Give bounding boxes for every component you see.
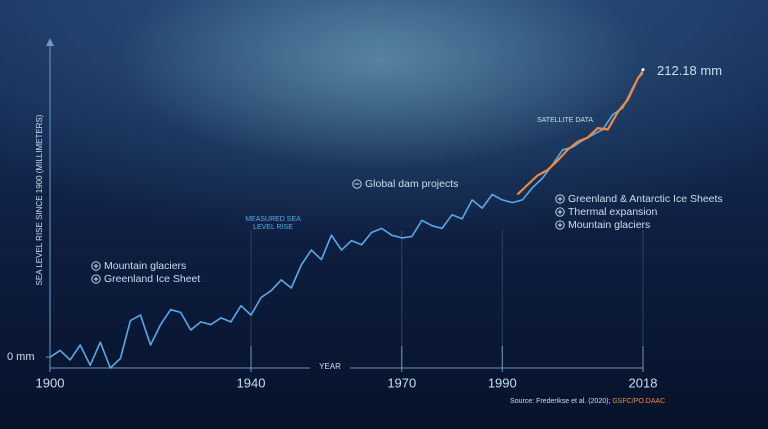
annotation-icon [555,220,565,230]
annotation-icon [91,274,101,284]
y-axis-arrow [46,38,54,46]
annotation-icon [352,179,362,189]
y-axis-label: SEA LEVEL RISE SINCE 1900 (MILLIMETERS) [35,114,44,285]
annotation-icon [555,194,565,204]
annotation-icon [555,207,565,217]
annotation: Thermal expansion [568,206,657,218]
series-label: SATELLITE DATA [537,117,593,124]
x-axis-label: YEAR [319,362,341,371]
y-tick-label: 0 mm [7,351,35,363]
x-tick-label: 2018 [629,375,658,390]
annotation: Greenland Ice Sheet [104,273,200,285]
annotation: Greenland & Antarctic Ice Sheets [568,193,723,205]
annotation: Global dam projects [365,178,458,190]
x-tick-label: 1940 [237,375,266,390]
x-tick-label: 1970 [387,375,416,390]
x-tick-label: 1900 [36,375,65,390]
annotation: Mountain glaciers [104,260,186,272]
series-line [516,71,644,196]
series-label: MEASURED SEA LEVEL RISE [245,216,301,231]
annotation: Mountain glaciers [568,219,650,231]
end-marker [641,68,645,72]
annotation-icon [91,261,101,271]
end-label: 212.18 mm [657,63,722,78]
x-tick-label: 1990 [488,375,517,390]
series-line [49,69,644,369]
source: Source: Frederikse et al. (2020); GSFC/P… [510,398,665,405]
